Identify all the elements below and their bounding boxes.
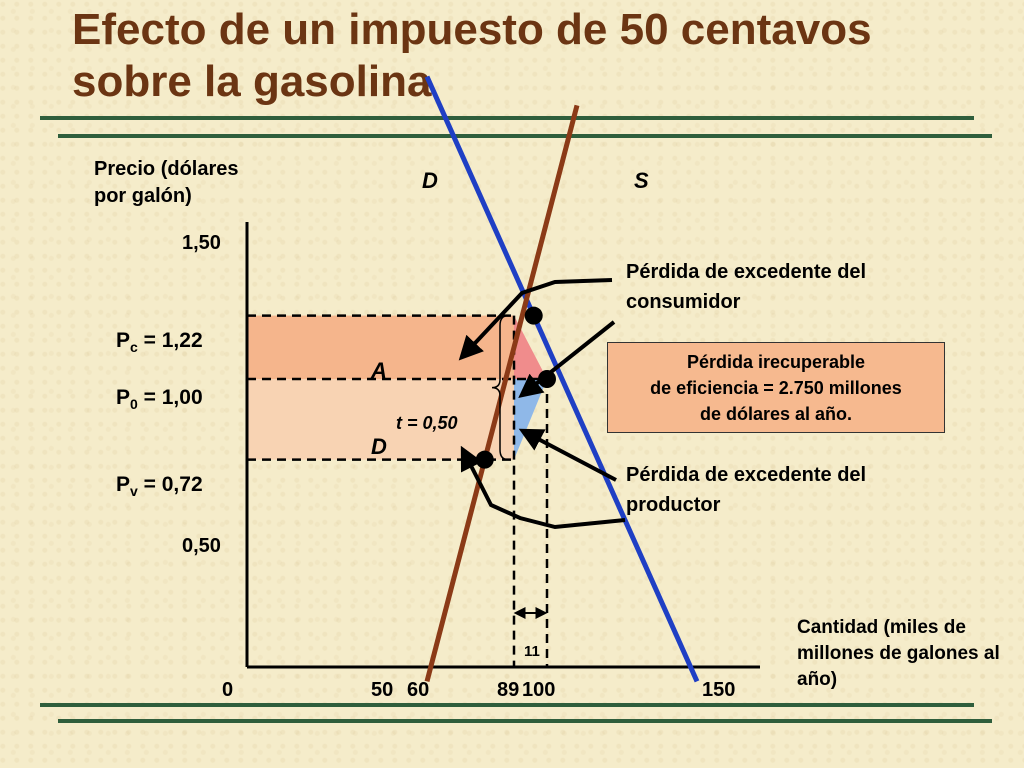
- price-label-p0: P0 = 1,00: [116, 386, 203, 413]
- consumer-loss-triangle: [514, 315, 547, 379]
- divider-bottom-offset: [58, 719, 992, 723]
- deadweight-loss-box: Pérdida irecuperable de eficiencia = 2.7…: [607, 342, 945, 433]
- x-tick-label-89: 89: [497, 679, 520, 701]
- tax-label: t = 0,50: [396, 413, 458, 433]
- x-tick-label-50: 50: [371, 679, 394, 701]
- quantity-change-label: 11: [524, 643, 540, 660]
- supply-label: S: [634, 168, 649, 193]
- demand-curve: [424, 75, 700, 683]
- tax-brace: [491, 314, 509, 461]
- page-title: Efecto de un impuesto de 50 centavos sob…: [72, 5, 872, 106]
- supply-curve: [424, 104, 580, 683]
- x-tick-label-0: 0: [222, 679, 234, 701]
- x-tick-label-60: 60: [407, 679, 430, 701]
- divider-top-offset: [58, 134, 992, 138]
- area-d-label: D: [371, 434, 387, 459]
- x-tick-label-150: 150: [702, 679, 736, 701]
- y-axis-title: Precio (dólares por galón): [94, 158, 239, 207]
- consumer-loss-annotation: Pérdida de excedente del consumidor: [626, 261, 867, 313]
- producer-price-point: [475, 450, 494, 469]
- divider-top: [40, 116, 974, 120]
- producer-loss-annotation: Pérdida de excedente del productor: [626, 464, 867, 516]
- deadweight-loss-line-3: de dólares al año.: [699, 404, 853, 424]
- producer-loss-arrow: [518, 428, 617, 482]
- producer-loss-triangle: [514, 379, 547, 460]
- y-tick-label-0-50: 0,50: [182, 535, 221, 557]
- price-label-pv: Pv = 0,72: [116, 473, 203, 500]
- deadweight-loss-arrow: [518, 320, 616, 398]
- price-label-pc: Pc = 1,22: [116, 329, 203, 356]
- consumer-loss-arrow: [458, 278, 613, 361]
- y-tick-label-1-50: 1,50: [182, 232, 221, 254]
- deadweight-loss-line-2: de eficiencia = 2.750 millones: [650, 378, 902, 398]
- deadweight-loss-line-1: Pérdida irecuperable: [686, 352, 866, 372]
- x-tick-label-100: 100: [522, 679, 556, 701]
- demand-label: D: [422, 168, 438, 193]
- divider-bottom: [40, 703, 974, 707]
- producer-area-arrow: [460, 445, 626, 530]
- x-axis-title: Cantidad (miles de millones de galones a…: [797, 617, 1000, 690]
- area-a-label: A: [371, 358, 387, 383]
- consumer-price-point: [524, 306, 543, 325]
